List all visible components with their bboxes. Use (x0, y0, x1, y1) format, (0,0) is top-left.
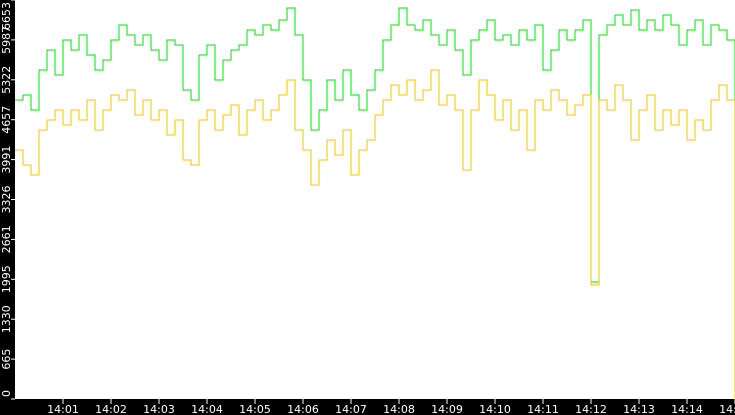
x-axis-strip (0, 399, 735, 415)
y-axis-strip (0, 0, 15, 415)
y-tick-label: 6653 (0, 2, 13, 30)
x-tick-label: 14:08 (383, 403, 415, 415)
x-tick-label: 14:11 (527, 403, 559, 415)
x-tick-label: 14:06 (287, 403, 319, 415)
x-tick-label: 14:14 (671, 403, 703, 415)
y-tick-label: 0 (0, 390, 13, 397)
x-tick-label: 14:02 (95, 403, 127, 415)
x-tick-label: 14:07 (335, 403, 367, 415)
series-line-1 (15, 7, 735, 283)
y-tick-label: 3326 (0, 186, 13, 214)
series-line-2 (15, 69, 735, 399)
y-tick-label: 5987 (0, 26, 13, 54)
y-tick-label: 5322 (0, 66, 13, 94)
y-tick-label: 1330 (0, 305, 13, 333)
x-tick-label: 14:04 (191, 403, 223, 415)
series-layer (15, 7, 735, 399)
x-tick-label: 14:13 (623, 403, 655, 415)
y-tick-label: 665 (0, 349, 13, 370)
x-tick-label: 14:15 (719, 403, 735, 415)
x-axis: 14:01 14:02 14:03 14:04 14:05 14:06 14:07 14:08… (47, 399, 735, 415)
x-tick-label: 14:12 (575, 403, 607, 415)
y-tick-label: 4657 (0, 106, 13, 134)
y-tick-label: 3991 (0, 146, 13, 174)
x-tick-label: 14:03 (143, 403, 175, 415)
y-tick-label: 1995 (0, 265, 13, 293)
x-tick-label: 14:10 (479, 403, 511, 415)
x-tick-label: 14:01 (47, 403, 79, 415)
y-tick-label: 2661 (0, 225, 13, 253)
x-tick-label: 14:05 (239, 403, 271, 415)
x-tick-label: 14:09 (431, 403, 463, 415)
plot-area (15, 0, 735, 399)
